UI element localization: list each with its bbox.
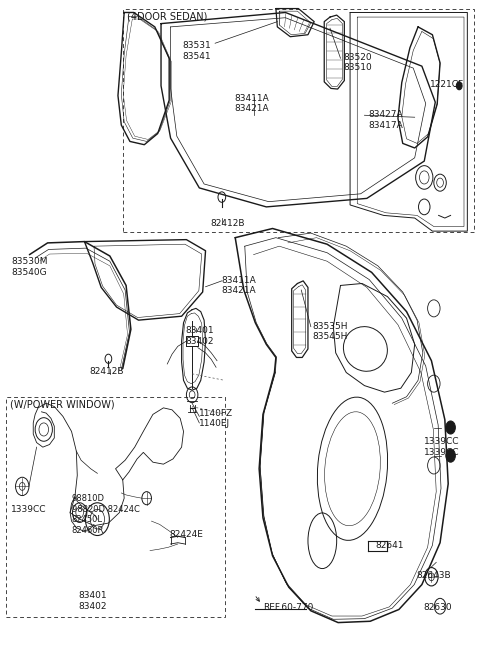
Text: 82412B: 82412B — [211, 218, 245, 228]
Text: 83411A
83421A: 83411A 83421A — [234, 94, 269, 113]
Text: 82412B: 82412B — [90, 367, 124, 376]
Bar — [6, 397, 225, 617]
Text: 82643B: 82643B — [416, 571, 451, 580]
Text: 1339CC
1339CC: 1339CC 1339CC — [424, 438, 459, 457]
Text: 83401
83402: 83401 83402 — [185, 326, 214, 346]
Text: 83411A
83421A: 83411A 83421A — [222, 276, 257, 295]
Text: 83401
83402: 83401 83402 — [78, 591, 107, 611]
Text: 83531
83541: 83531 83541 — [182, 41, 211, 61]
Text: (4DOOR SEDAN): (4DOOR SEDAN) — [127, 11, 207, 21]
Text: 1140FZ
1140EJ: 1140FZ 1140EJ — [199, 409, 233, 428]
Text: 83530M
83540G: 83530M 83540G — [11, 257, 48, 277]
Circle shape — [446, 421, 456, 434]
Text: (W/POWER WINDOW): (W/POWER WINDOW) — [10, 400, 115, 409]
Text: 1221CF: 1221CF — [430, 80, 464, 89]
Bar — [123, 9, 474, 232]
Text: 83535H
83545H: 83535H 83545H — [313, 321, 348, 341]
Text: 1339CC: 1339CC — [11, 506, 47, 514]
Text: 82424E: 82424E — [169, 529, 203, 539]
Text: REF.60-770: REF.60-770 — [263, 603, 313, 612]
Text: 98810D
98820D 82424C
82450L
82460R: 98810D 98820D 82424C 82450L 82460R — [72, 495, 139, 535]
Circle shape — [446, 449, 456, 462]
Text: 82641: 82641 — [375, 541, 404, 550]
Text: 82630: 82630 — [423, 603, 452, 612]
Circle shape — [456, 82, 462, 90]
Text: 83427A
83417A: 83427A 83417A — [368, 110, 403, 129]
Text: 83520
83510: 83520 83510 — [343, 52, 372, 72]
